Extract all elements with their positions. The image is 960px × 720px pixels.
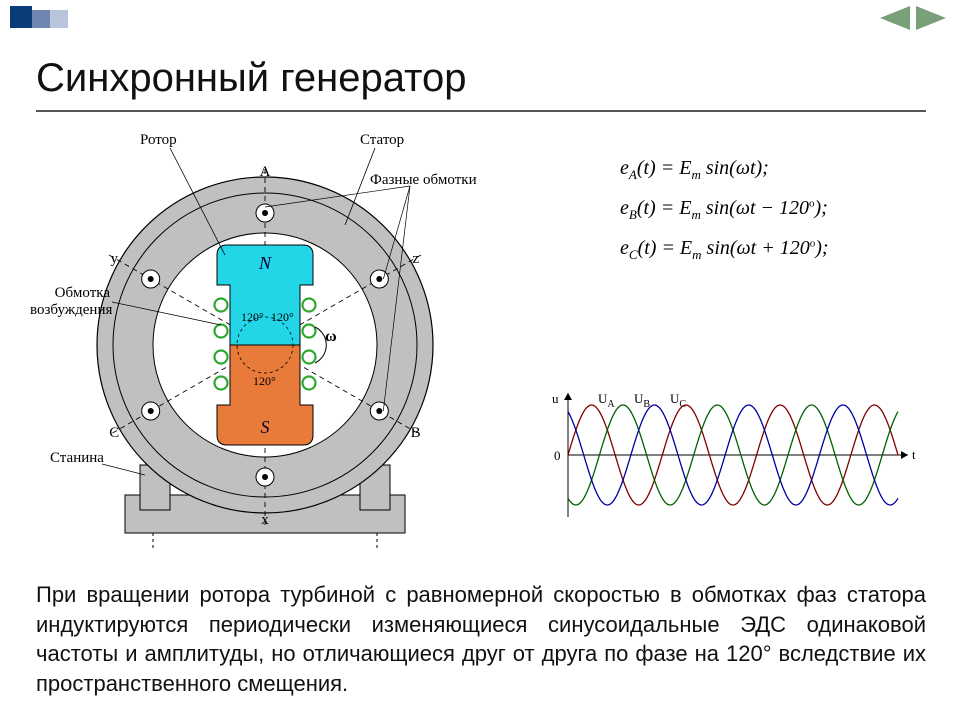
svg-text:y: y: [111, 251, 119, 267]
svg-text:120°: 120°: [271, 310, 294, 324]
svg-text:z: z: [412, 251, 419, 267]
decor-square: [50, 10, 68, 28]
label-excitation: Обмотка возбуждения: [30, 285, 110, 319]
generator-diagram: N S 120° 120° 120° ω Ax By z C Ротор Статор Фазны…: [30, 120, 500, 550]
svg-text:C: C: [109, 425, 119, 441]
title-underline: [36, 110, 926, 112]
next-arrow-icon[interactable]: [916, 6, 946, 35]
decor-square: [10, 6, 32, 28]
svg-text:0: 0: [554, 448, 561, 463]
svg-text:ω: ω: [325, 328, 337, 345]
svg-text:u: u: [552, 391, 559, 406]
svg-text:A: A: [260, 164, 271, 180]
label-stand: Станина: [50, 450, 104, 467]
waveform-svg: u t 0 UA UB UC: [540, 370, 940, 540]
prev-arrow-icon[interactable]: [880, 6, 910, 35]
svg-text:UA: UA: [598, 391, 615, 410]
svg-text:x: x: [261, 512, 269, 528]
equation-line: eA(t) = Em sin(ωt);: [620, 148, 829, 188]
top-bar: [0, 0, 960, 40]
label-excitation-text: Обмотка возбуждения: [30, 285, 112, 318]
equations-block: eA(t) = Em sin(ωt);eB(t) = Em sin(ωt − 1…: [620, 148, 829, 268]
svg-text:120°: 120°: [253, 374, 276, 388]
label-stator: Статор: [360, 132, 404, 149]
decor-squares: [10, 6, 68, 28]
equation-line: eC(t) = Em sin(ωt + 120o);: [620, 228, 829, 268]
waveform-chart: u t 0 UA UB UC: [540, 370, 940, 540]
svg-text:UC: UC: [670, 391, 686, 410]
svg-text:S: S: [261, 417, 270, 437]
svg-text:N: N: [258, 253, 272, 273]
page-title: Синхронный генератор: [36, 56, 466, 101]
label-rotor: Ротор: [140, 132, 177, 149]
nav-arrows: [880, 6, 946, 35]
body-paragraph: При вращении ротора турбиной с равномерн…: [36, 580, 926, 699]
equation-line: eB(t) = Em sin(ωt − 120o);: [620, 188, 829, 228]
svg-text:B: B: [411, 425, 421, 441]
svg-text:t: t: [912, 447, 916, 462]
svg-text:UB: UB: [634, 391, 650, 410]
label-phase-windings: Фазные обмотки: [370, 172, 477, 189]
decor-square: [32, 10, 50, 28]
svg-text:120°: 120°: [241, 310, 264, 324]
